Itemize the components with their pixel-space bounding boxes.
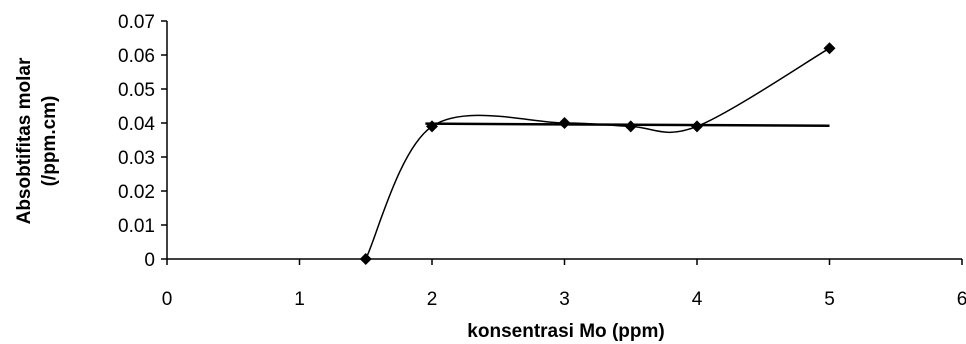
axes: 0 1 2 3 4 5 6 0 0.01 0.02 0.03 0.04 0.05 0.06 0.07 <box>118 12 966 310</box>
y-axis-title-line2: (/ppm.cm) <box>39 96 60 187</box>
y-ticks: 0 0.01 0.02 0.03 0.04 0.05 0.06 0.07 <box>118 12 167 271</box>
data-point-marker <box>691 120 703 133</box>
y-tick-label: 0.02 <box>118 182 155 203</box>
x-tick-label: 5 <box>824 289 835 310</box>
data-markers <box>359 42 836 265</box>
y-axis-title: Absobtifitas molar (/ppm.cm) <box>14 57 60 224</box>
y-tick-label: 0.01 <box>118 216 155 237</box>
x-ticks: 0 1 2 3 4 5 6 <box>162 259 966 310</box>
x-tick-label: 3 <box>559 289 570 310</box>
y-tick-label: 0.05 <box>118 80 155 101</box>
y-axis-title-line1: Absobtifitas molar <box>14 57 35 224</box>
x-tick-label: 1 <box>294 289 305 310</box>
data-point-marker <box>426 120 438 133</box>
y-tick-label: 0.07 <box>118 12 155 33</box>
data-point-marker <box>359 253 372 265</box>
data-point-marker <box>558 117 571 129</box>
x-tick-label: 0 <box>162 289 173 310</box>
x-tick-label: 6 <box>957 289 966 310</box>
y-tick-label: 0 <box>144 250 155 271</box>
data-series-line <box>365 47 830 260</box>
data-point-marker <box>823 42 836 55</box>
x-tick-label: 4 <box>692 289 703 310</box>
y-tick-label: 0.03 <box>118 148 155 169</box>
data-point-marker <box>624 120 637 133</box>
y-tick-label: 0.04 <box>118 114 155 135</box>
plot-area <box>359 42 836 265</box>
y-tick-label: 0.06 <box>118 46 155 67</box>
x-tick-label: 2 <box>427 289 438 310</box>
x-axis-title: konsentrasi Mo (ppm) <box>467 321 664 342</box>
